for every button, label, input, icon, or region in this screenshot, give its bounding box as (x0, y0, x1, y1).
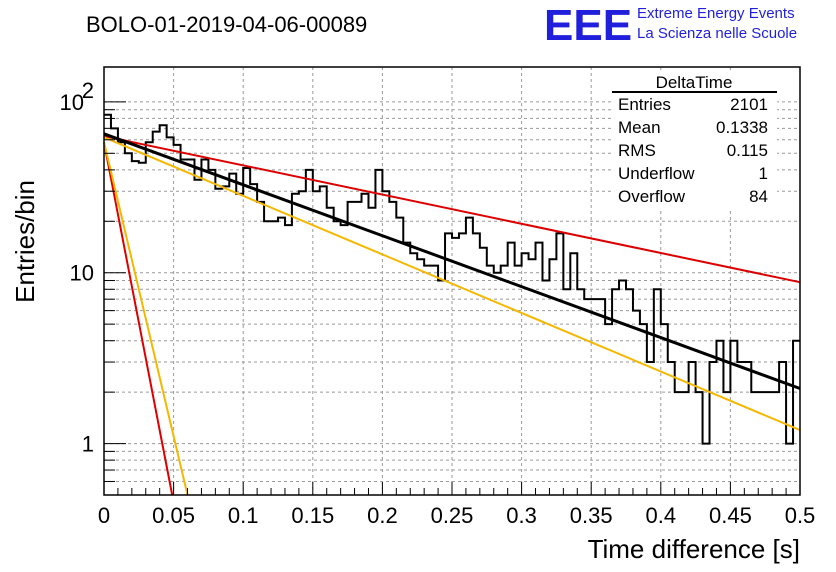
stats-box-title: DeltaTime (656, 73, 733, 92)
x-tick-label: 0.05 (152, 503, 195, 528)
fit-line (103, 142, 189, 496)
y-axis-label: Entries/bin (10, 180, 40, 303)
fit-line (103, 132, 801, 390)
x-tick-label: 0.5 (785, 503, 816, 528)
stats-row-value: 2101 (730, 95, 768, 114)
stats-rows: Entries 2101 Mean 0.1338 RMS 0.115 Underflow 1 O… (618, 95, 768, 206)
fit-lines (103, 132, 801, 496)
x-tick-label: 0.4 (646, 503, 677, 528)
stats-row-value: 1 (759, 164, 768, 183)
y-tick-label-exponent: 2 (82, 78, 94, 103)
stats-row-label: Entries (618, 95, 671, 114)
stats-row-label: Overflow (618, 187, 686, 206)
x-tick-label: 0.35 (570, 503, 613, 528)
stats-box-background (612, 72, 777, 209)
x-tick-label: 0.2 (367, 503, 398, 528)
x-tick-label: 0.25 (431, 503, 474, 528)
x-tick-label: 0.3 (506, 503, 537, 528)
fit-line (103, 136, 801, 431)
eee-logo-text: EEE (544, 1, 632, 50)
stats-row-label: RMS (618, 141, 656, 160)
x-tick-label: 0.45 (709, 503, 752, 528)
stats-row-value: 84 (749, 187, 768, 206)
eee-logo: EEE Extreme Energy Events La Scienza nel… (544, 1, 797, 50)
stats-row-label: Mean (618, 118, 661, 137)
x-tick-label: 0.1 (228, 503, 259, 528)
axis-ticks (103, 101, 801, 496)
histogram-steps (104, 113, 800, 445)
y-tick-label: 10 (60, 90, 84, 115)
stats-row-label: Underflow (618, 164, 695, 183)
x-tick-labels: 0 0.05 0.1 0.15 0.2 0.25 0.3 0.35 0.4 0.45 0.5 (98, 503, 815, 528)
x-tick-label: 0.15 (291, 503, 334, 528)
y-tick-label: 10 (70, 261, 94, 286)
x-tick-label: 0 (98, 503, 110, 528)
chart-title: BOLO-01-2019-04-06-00089 (86, 12, 367, 37)
eee-logo-line1: Extreme Energy Events (637, 5, 795, 22)
fit-line (103, 135, 801, 284)
stats-row-value: 0.1338 (716, 118, 768, 137)
histogram (104, 113, 800, 445)
x-axis-label: Time difference [s] (588, 534, 800, 564)
fit-line (103, 142, 174, 496)
eee-logo-line2: La Scienza nelle Scuole (637, 25, 797, 42)
y-tick-label: 1 (82, 432, 94, 457)
stats-row-value: 0.115 (727, 141, 768, 160)
stats-box: DeltaTime Entries 2101 Mean 0.1338 RMS 0.115 U… (612, 72, 777, 209)
